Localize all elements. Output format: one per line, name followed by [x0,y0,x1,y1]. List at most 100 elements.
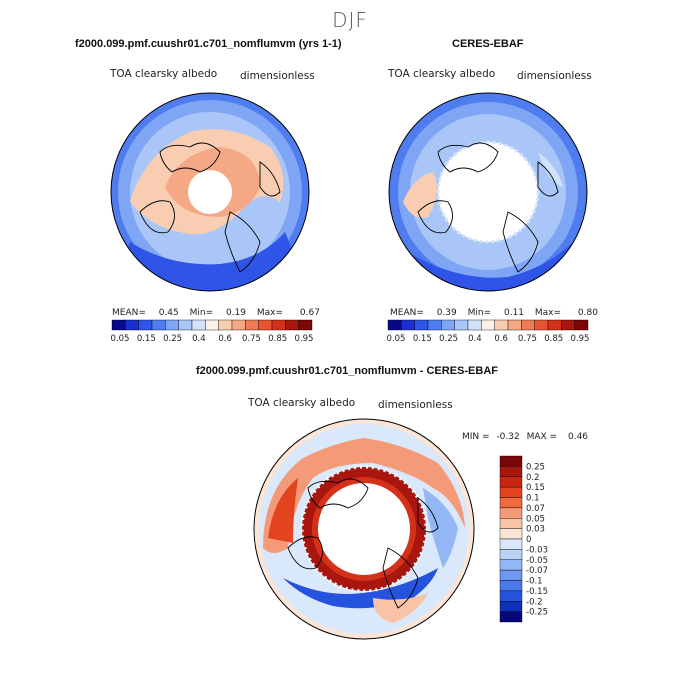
colorbar-tick-label: 0.75 [518,334,537,344]
colorbar-tick-label: 0.25 [439,334,458,344]
colorbar-tick-label: -0.03 [526,545,548,555]
colorbar-tick-label: 0.05 [111,334,130,344]
panel1-mean-label: MEAN= [112,308,146,318]
colorbar-cell [499,518,523,529]
panel2-title: CERES-EBAF [452,38,524,50]
panel1-max-value: 0.67 [299,308,320,318]
colorbar-tick-label: 0.85 [268,334,287,344]
panel2-mean-label: MEAN= [390,308,424,318]
colorbar-cell [494,319,509,331]
colorbar-tick-label: 0.05 [387,334,406,344]
panel3-var-label: TOA clearsky albedo [248,397,356,409]
panel2-max-value: 0.80 [577,308,598,318]
panel3-polar-map [253,418,475,640]
colorbar-cell [441,319,455,331]
colorbar-cell [218,319,233,331]
panel1-max-label: Max= [256,308,284,318]
colorbar-cell [499,549,523,560]
panel3-min-value: -0.32 [496,432,520,442]
colorbar-tick-label: 0.25 [526,462,545,472]
colorbar-cell [499,528,523,540]
colorbar-cell [165,319,179,331]
panel1-title: f2000.099.pmf.cuushr01.c701_nomflumvm (y… [75,38,342,50]
colorbar-cell [454,319,469,331]
colorbar-tick-label: 0.07 [526,504,545,514]
colorbar-cell [271,319,286,331]
colorbar-tick-label: 0.25 [163,334,182,344]
colorbar-tick-label: 0.4 [468,334,482,344]
panel3-min-label: MIN = [462,432,490,442]
colorbar-cell [387,319,402,331]
colorbar-cell [401,319,415,331]
panel2-min-label: Min= [467,308,492,318]
colorbar-cell [111,319,126,331]
panel1-mean-value: 0.45 [158,308,179,318]
colorbar-cell [499,559,523,571]
colorbar-cell [231,319,246,331]
panel2-max-label: Max= [534,308,562,318]
colorbar-cell [499,538,523,550]
colorbar-cell [285,319,299,331]
colorbar-cell [499,601,523,612]
colorbar-tick-label: 0.15 [413,334,432,344]
colorbar-cell [499,476,523,488]
colorbar-cell [521,319,535,331]
colorbar-cell [499,497,523,509]
colorbar-tick-label: 0.05 [526,514,545,524]
colorbar-cell [245,319,259,331]
colorbar-tick-label: -0.2 [526,597,543,607]
colorbar-cell [427,319,442,331]
colorbar-cell [547,319,562,331]
panel2-min-value: 0.11 [503,308,525,318]
colorbar-cell [499,611,523,623]
colorbar-cell [414,319,429,331]
colorbar-cell [178,319,193,331]
colorbar-tick-label: 0.75 [242,334,261,344]
colorbar-cell [138,319,153,331]
season-title: DJF [332,8,368,32]
colorbar-cell [151,319,166,331]
colorbar-tick-label: 0.4 [192,334,206,344]
colorbar-tick-label: -0.15 [526,587,548,597]
panel2-mean-value: 0.39 [436,308,457,318]
colorbar-tick-label: -0.25 [526,608,548,618]
colorbar-tick-label: 0.85 [544,334,563,344]
panel3-colorbar: 0.250.20.150.10.070.050.030-0.03-0.05-0.… [499,455,548,623]
panel1-min-label: Min= [189,308,214,318]
colorbar-tick-label: 0.15 [526,483,545,493]
panel3-title: f2000.099.pmf.cuushr01.c701_nomflumvm - … [196,365,498,377]
colorbar-tick-label: -0.1 [526,577,543,587]
panel2-units: dimensionless [517,70,592,82]
colorbar-tick-label: 0 [526,535,531,545]
colorbar-cell [499,486,523,498]
panel1-units: dimensionless [240,70,315,82]
panel1-polar-map [110,92,310,292]
colorbar-tick-label: 0.6 [494,334,508,344]
panel2-colorbar: 0.05 0.15 0.25 0.4 0.6 0.75 0.85 0.95 [387,319,590,344]
colorbar-cell [534,319,549,331]
colorbar-tick-label: 0.95 [571,334,590,344]
panel1-min-value: 0.19 [225,308,247,318]
colorbar-tick-label: 0.15 [137,334,156,344]
colorbar-cell [499,569,523,581]
colorbar-cell [205,319,219,331]
colorbar-cell [499,455,523,467]
colorbar-tick-label: 0.1 [526,494,540,504]
colorbar-cell [499,580,523,592]
colorbar-cell [298,319,313,331]
colorbar-tick-label: 0.03 [526,525,545,535]
panel3-max-label: MAX = [526,432,558,442]
colorbar-cell [507,319,522,331]
colorbar-tick-label: -0.07 [526,566,548,576]
colorbar-cell [191,319,206,331]
colorbar-cell [499,466,523,477]
panel2-polar-map [388,92,588,292]
colorbar-cell [258,319,273,331]
colorbar-tick-label: 0.6 [218,334,232,344]
colorbar-cell [499,590,523,602]
colorbar-cell [125,319,139,331]
panel2-var-label: TOA clearsky albedo [388,68,496,80]
colorbar-tick-label: -0.05 [526,556,548,566]
colorbar-cell [561,319,575,331]
colorbar-cell [499,507,523,519]
